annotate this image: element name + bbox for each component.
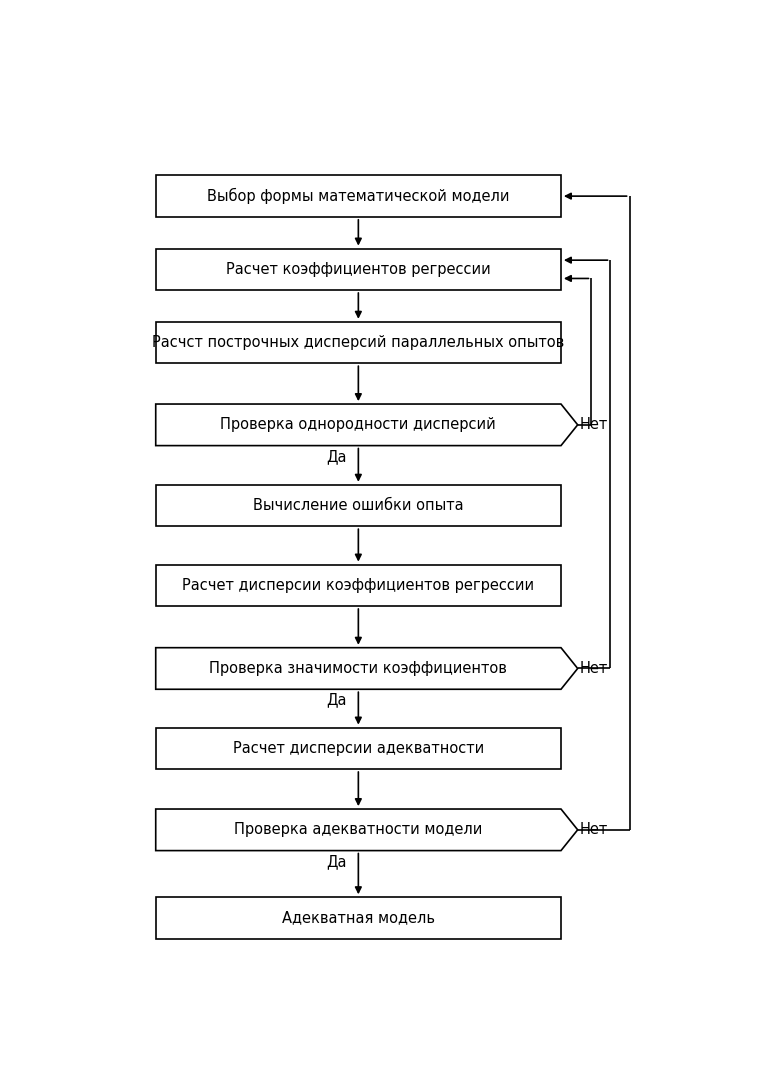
Text: Вычисление ошибки опыта: Вычисление ошибки опыта xyxy=(253,498,464,513)
Bar xyxy=(155,897,561,939)
Bar xyxy=(155,728,561,769)
Polygon shape xyxy=(155,809,578,851)
Text: Расчет коэффициентов регрессии: Расчет коэффициентов регрессии xyxy=(226,261,491,276)
Bar xyxy=(155,565,561,606)
Text: Проверка адекватности модели: Проверка адекватности модели xyxy=(235,822,482,837)
Text: Нет: Нет xyxy=(580,661,608,676)
Text: Выбор формы математической модели: Выбор формы математической модели xyxy=(207,188,510,204)
Text: Адекватная модель: Адекватная модель xyxy=(282,910,434,926)
Bar xyxy=(155,322,561,363)
Text: Нет: Нет xyxy=(580,417,608,432)
Text: Нет: Нет xyxy=(580,822,608,837)
Text: Расчет дисперсии коэффициентов регрессии: Расчет дисперсии коэффициентов регрессии xyxy=(182,578,534,593)
Text: Проверка однородности дисперсий: Проверка однородности дисперсий xyxy=(221,417,496,432)
Text: Да: Да xyxy=(326,854,346,869)
Polygon shape xyxy=(155,648,578,689)
Text: Расчст построчных дисперсий параллельных опытов: Расчст построчных дисперсий параллельных… xyxy=(152,335,564,350)
Text: Да: Да xyxy=(326,692,346,707)
Text: Проверка значимости коэффициентов: Проверка значимости коэффициентов xyxy=(209,661,508,676)
Text: Расчет дисперсии адекватности: Расчет дисперсии адекватности xyxy=(233,741,484,756)
Text: Да: Да xyxy=(326,449,346,464)
Polygon shape xyxy=(155,404,578,446)
Bar xyxy=(155,248,561,291)
Bar xyxy=(155,485,561,526)
Bar xyxy=(155,175,561,217)
